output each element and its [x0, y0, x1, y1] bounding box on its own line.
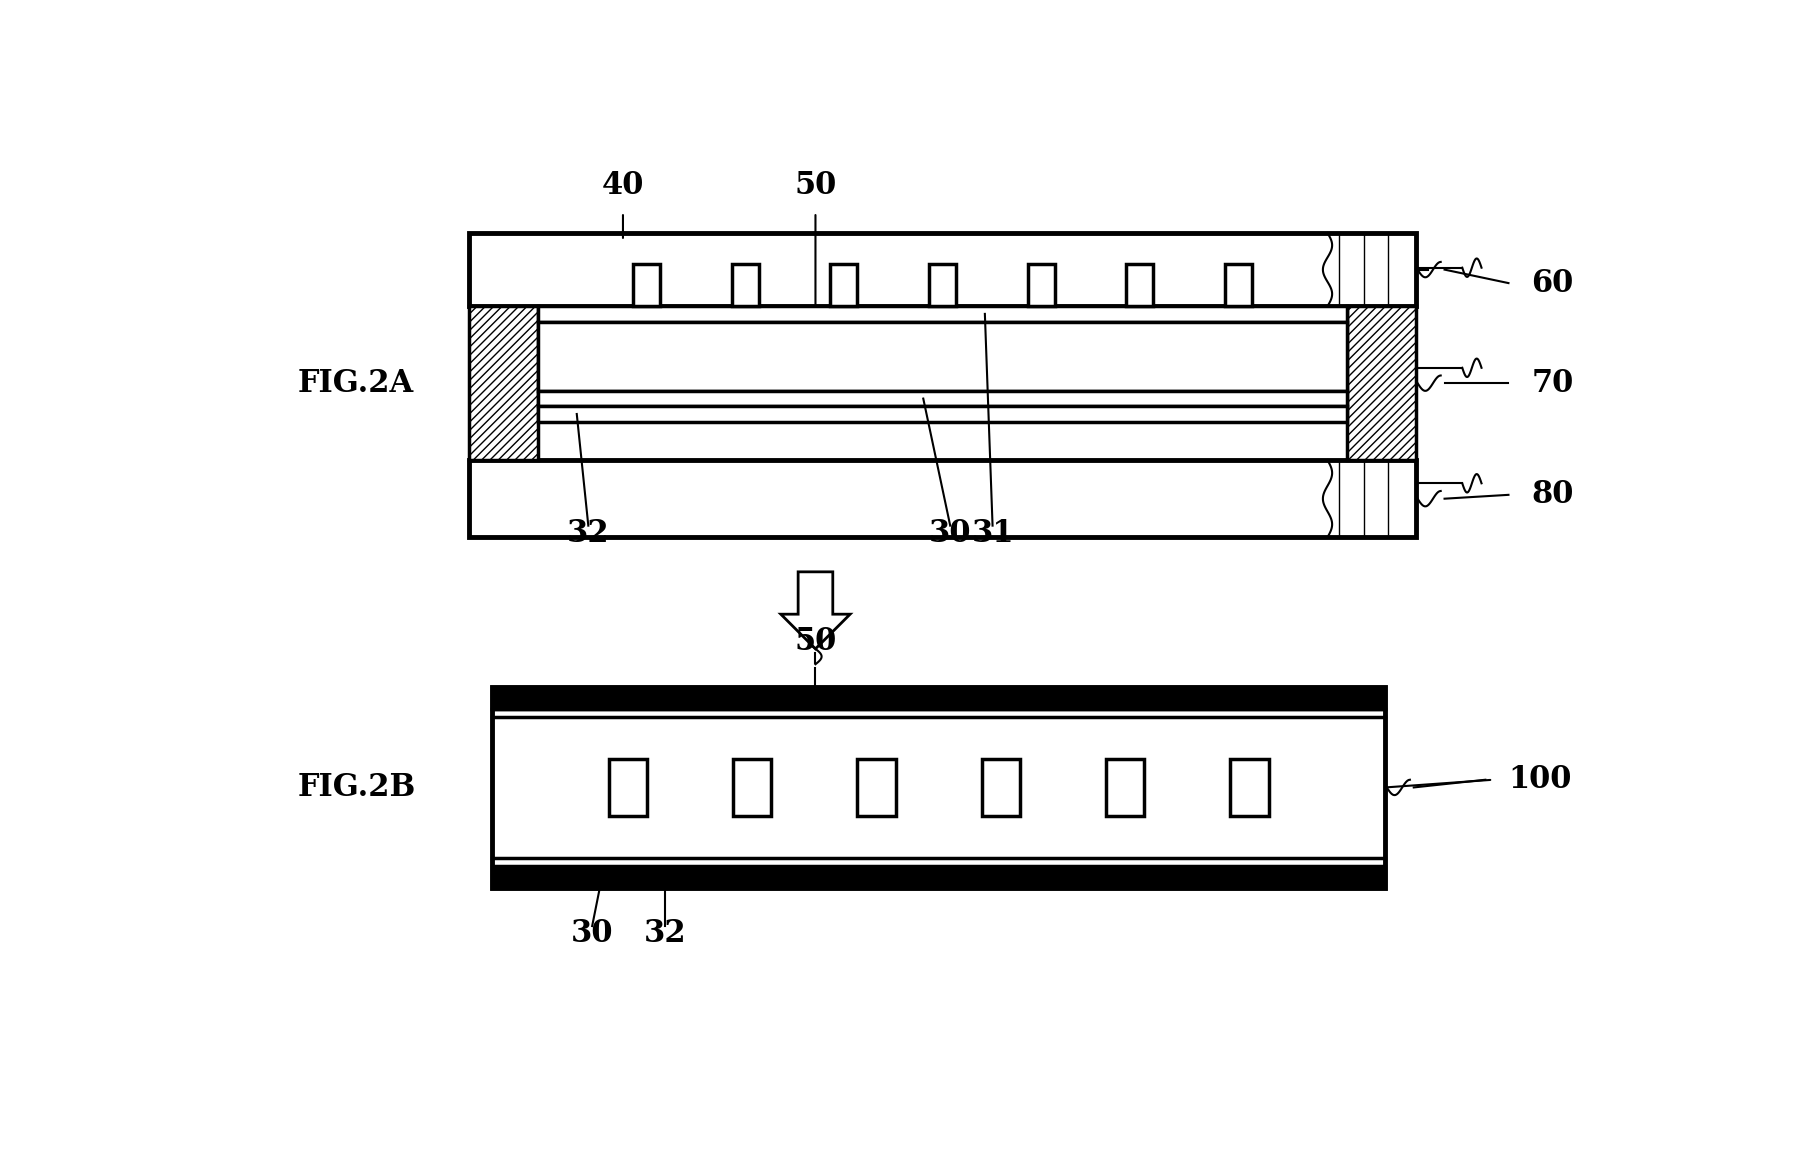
Bar: [733, 758, 771, 817]
Bar: [857, 758, 895, 817]
Text: 32: 32: [567, 518, 610, 548]
Text: 70: 70: [1531, 368, 1572, 398]
Bar: [469, 306, 538, 461]
Text: 31: 31: [971, 518, 1013, 548]
Bar: [982, 758, 1020, 817]
Text: 40: 40: [601, 170, 644, 200]
Polygon shape: [780, 572, 850, 649]
Text: 30: 30: [570, 918, 614, 949]
Bar: [538, 306, 1347, 321]
Bar: [1105, 758, 1144, 817]
Text: 30: 30: [928, 518, 971, 548]
Text: FIG.2A: FIG.2A: [298, 368, 413, 398]
Text: 80: 80: [1531, 479, 1574, 510]
Bar: [830, 264, 857, 306]
Bar: [1027, 264, 1054, 306]
Bar: [469, 233, 1415, 306]
Bar: [608, 758, 646, 817]
Bar: [491, 866, 1384, 887]
Bar: [1224, 264, 1251, 306]
Text: 100: 100: [1507, 764, 1570, 796]
Bar: [491, 687, 1384, 709]
Bar: [634, 264, 659, 306]
Bar: [928, 264, 955, 306]
Text: 50: 50: [794, 170, 836, 200]
Bar: [731, 264, 758, 306]
Bar: [538, 391, 1347, 407]
Text: 32: 32: [644, 918, 686, 949]
Bar: [538, 407, 1347, 422]
Bar: [1229, 758, 1267, 817]
Text: 60: 60: [1531, 267, 1572, 299]
Bar: [1126, 264, 1153, 306]
Bar: [538, 321, 1347, 391]
Text: FIG.2B: FIG.2B: [298, 772, 415, 803]
Bar: [491, 687, 1384, 887]
Text: 50: 50: [794, 626, 836, 656]
Bar: [1347, 306, 1415, 461]
Bar: [469, 461, 1415, 537]
